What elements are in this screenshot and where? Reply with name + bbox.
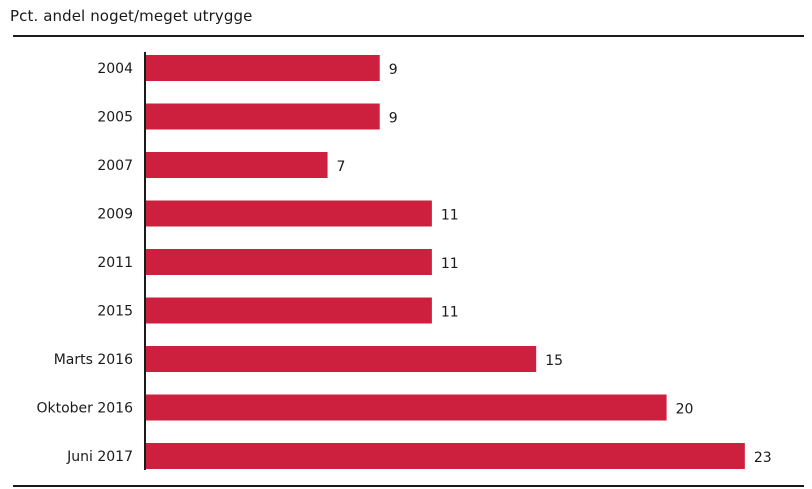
category-label-8: Juni 2017 [66,449,133,465]
bar-2 [145,152,328,178]
category-label-5: 2015 [97,304,133,320]
chart-title: Pct. andel noget/meget utrygge [10,7,253,25]
category-label-1: 2005 [97,110,133,126]
category-labels-group: 2004 2005 2007 2009 2011 2015 Marts 2016 Oktobe… [36,61,133,465]
bar-1 [145,103,380,130]
value-labels-group: 9 9 7 11 11 11 15 20 23 [337,62,772,466]
value-label-7: 20 [676,402,694,418]
value-label-2: 7 [337,159,346,175]
value-label-1: 9 [389,111,398,127]
value-label-5: 11 [441,305,459,321]
bar-5 [145,297,432,324]
category-label-2: 2007 [97,158,133,174]
category-label-0: 2004 [97,61,133,77]
bars-group [145,55,745,469]
bar-6 [145,346,537,372]
category-label-4: 2011 [97,255,133,271]
value-label-0: 9 [389,62,398,78]
bar-0 [145,55,380,81]
bar-7 [145,394,667,421]
bar-3 [145,200,432,227]
value-label-4: 11 [441,256,459,272]
bar-4 [145,249,432,275]
value-label-3: 11 [441,208,459,224]
bar-8 [145,443,745,469]
value-label-8: 23 [754,450,772,466]
top-divider [13,35,804,37]
category-label-6: Marts 2016 [54,352,133,368]
bottom-divider [13,485,804,487]
value-label-6: 15 [545,353,563,369]
category-label-7: Oktober 2016 [36,401,133,417]
category-label-3: 2009 [97,207,133,223]
